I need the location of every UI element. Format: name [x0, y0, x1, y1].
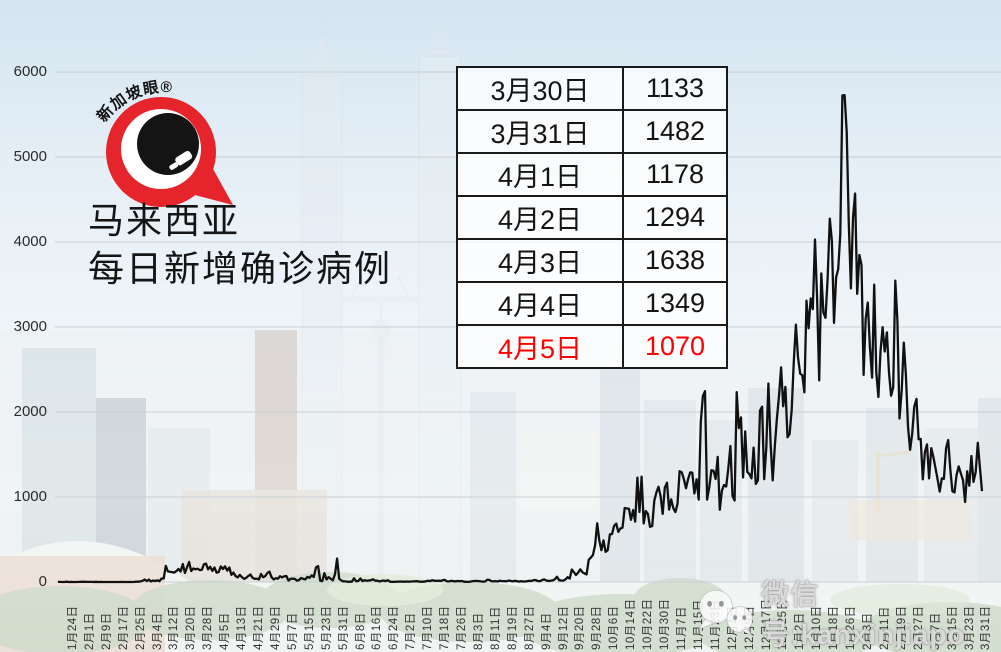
x-tick-label: 7月10日	[422, 605, 435, 650]
table-row: 3月30日 1133	[456, 66, 728, 111]
value-cell: 1070	[622, 324, 728, 369]
park-lawn	[830, 584, 970, 616]
x-tick-label: 3月20日	[185, 605, 198, 650]
crane	[877, 450, 911, 458]
table-row: 4月4日 1349	[456, 281, 728, 326]
x-tick-label: 5月31日	[337, 605, 350, 650]
x-tick-label: 10月14日	[625, 598, 638, 650]
building	[644, 400, 696, 582]
x-tick-label: 2月17日	[117, 605, 130, 650]
wechat-watermark: 微信号:kanxinjiapo	[694, 573, 1001, 652]
table-row-highlighted: 4月5日 1070	[456, 324, 728, 369]
value-cell: 1482	[622, 109, 728, 154]
x-tick-label: 3月28日	[202, 605, 215, 650]
x-tick-label: 8月3日	[472, 612, 485, 650]
x-tick-label: 8月27日	[523, 605, 536, 650]
x-tick-label: 7月2日	[405, 612, 418, 650]
y-tick-label: 3000	[13, 318, 47, 335]
x-tick-label: 6月8日	[354, 612, 367, 650]
x-tick-label: 10月30日	[659, 598, 672, 650]
x-tick-label: 4月13日	[236, 605, 249, 650]
x-tick-label: 11月7日	[675, 606, 688, 650]
building	[255, 330, 297, 582]
stadium-roof	[0, 541, 190, 582]
x-tick-label: 7月18日	[439, 605, 452, 650]
building	[470, 392, 516, 582]
value-cell: 1133	[622, 66, 728, 111]
x-tick-label: 4月5日	[219, 612, 232, 650]
x-tick-label: 5月23日	[320, 605, 333, 650]
x-tick-label: 2月1日	[83, 612, 96, 650]
x-tick-label: 10月22日	[642, 598, 655, 650]
singapore-eye-logo: 新加坡眼®	[93, 58, 245, 210]
kl-tower	[371, 300, 391, 582]
x-tick-label: 4月29日	[269, 605, 282, 650]
eye-speech-bubble-icon	[106, 97, 233, 207]
trees	[0, 572, 1001, 652]
building	[978, 398, 1001, 582]
y-tick-label: 6000	[13, 63, 47, 80]
y-tick-label: 1000	[13, 488, 47, 505]
x-tick-label: 1月24日	[67, 605, 79, 650]
x-tick-label: 2月25日	[134, 605, 147, 650]
title-line-1: 马来西亚	[88, 200, 241, 241]
x-tick-label: 9月12日	[557, 605, 570, 650]
table-row: 4月1日 1178	[456, 152, 728, 197]
table-row: 4月2日 1294	[456, 195, 728, 240]
date-cell: 3月30日	[456, 66, 624, 111]
date-cell: 4月2日	[456, 195, 624, 240]
y-tick-label: 2000	[13, 403, 47, 420]
wechat-id-text: 微信号:kanxinjiapo	[761, 579, 966, 650]
x-tick-label: 9月28日	[591, 605, 604, 650]
date-cell: 3月31日	[456, 109, 624, 154]
recent-cases-table: 3月30日 1133 3月31日 1482 4月1日 1178 4月2日 129…	[456, 66, 728, 369]
x-tick-label: 3月12日	[168, 605, 181, 650]
value-cell: 1294	[622, 195, 728, 240]
y-tick-label: 0	[38, 573, 47, 590]
date-cell: 4月5日	[456, 324, 624, 369]
building	[148, 428, 210, 582]
x-tick-label: 5月7日	[286, 612, 299, 650]
building	[812, 440, 858, 582]
x-tick-label: 4月21日	[253, 605, 266, 650]
x-tick-label: 8月11日	[489, 606, 502, 650]
y-tick-label: 5000	[13, 148, 47, 165]
date-cell: 4月4日	[456, 281, 624, 326]
x-tick-label: 5月15日	[303, 605, 316, 650]
title-line-2: 每日新增确诊病例	[88, 248, 393, 289]
y-tick-label: 4000	[13, 233, 47, 250]
construction-site	[850, 500, 970, 540]
table-row: 3月31日 1482	[456, 109, 728, 154]
value-cell: 1638	[622, 238, 728, 283]
x-tick-label: 6月24日	[388, 605, 401, 650]
x-tick-label: 10月6日	[608, 605, 621, 650]
x-tick-label: 2月9日	[100, 612, 113, 650]
wechat-icon	[697, 589, 753, 637]
x-tick-label: 9月20日	[574, 605, 587, 650]
x-tick-label: 8月19日	[506, 605, 519, 650]
stadium-wall	[0, 556, 165, 652]
table-row: 4月3日 1638	[456, 238, 728, 283]
value-cell: 1178	[622, 152, 728, 197]
x-tick-label: 7月26日	[456, 605, 469, 650]
date-cell: 4月3日	[456, 238, 624, 283]
value-cell: 1349	[622, 281, 728, 326]
petronas-twin-towers	[301, 0, 462, 583]
x-tick-label: 9月4日	[540, 612, 553, 650]
chart-title: 马来西亚 每日新增确诊病例	[88, 197, 392, 293]
x-tick-label: 6月16日	[371, 605, 384, 650]
date-cell: 4月1日	[456, 152, 624, 197]
daily-cases-series	[57, 93, 984, 584]
x-tick-label: 3月4日	[151, 612, 164, 650]
building	[600, 368, 640, 582]
